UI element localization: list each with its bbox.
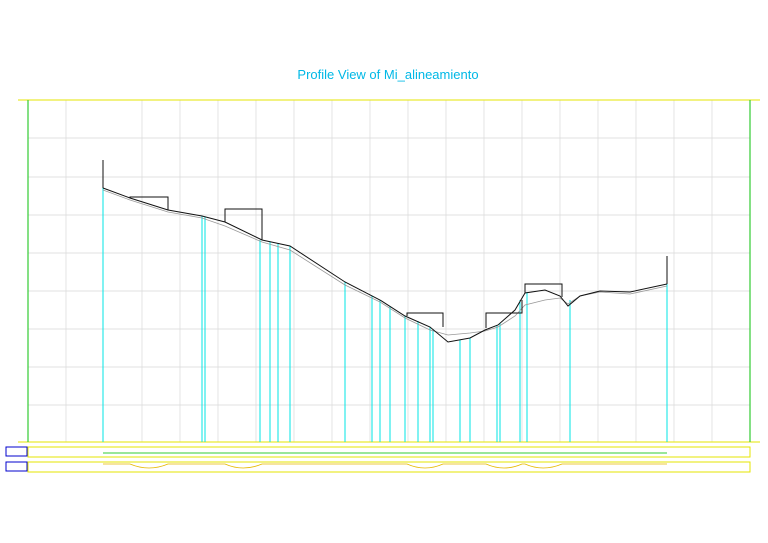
title: Profile View of Mi_alineamiento <box>297 67 478 82</box>
band-curves <box>103 463 667 469</box>
data-bands <box>5 446 751 473</box>
curve-box <box>406 312 444 327</box>
vertical-curves <box>102 160 668 328</box>
profile-line <box>102 187 668 343</box>
existing-ground <box>102 189 668 336</box>
band-label-box <box>5 446 28 457</box>
curve-box <box>224 208 263 240</box>
curve-box <box>524 283 563 297</box>
band-alignment <box>27 446 751 458</box>
grid <box>28 100 750 442</box>
station-lines <box>102 188 668 442</box>
curve-box <box>485 300 523 328</box>
curve-box <box>129 196 169 210</box>
frame <box>18 99 760 443</box>
band-profile <box>27 461 751 473</box>
band-label-box <box>5 461 28 472</box>
